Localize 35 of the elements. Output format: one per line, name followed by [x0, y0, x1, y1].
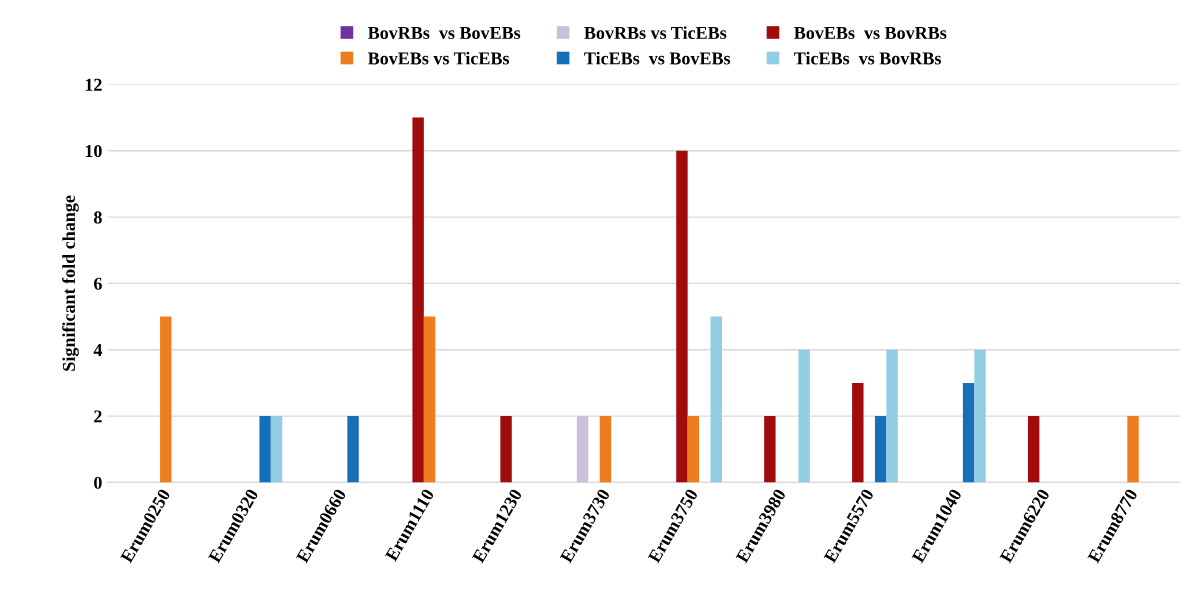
bar [412, 117, 424, 483]
legend-label: BovEBs vs BovRBs [794, 26, 947, 39]
bar [347, 416, 359, 483]
bar [599, 416, 612, 483]
bar [676, 150, 688, 483]
bar [974, 349, 986, 483]
legend-label: BovEBs vs TicEBs [367, 51, 510, 65]
y-axis-title: Significant fold change [62, 195, 79, 371]
bar [1027, 416, 1040, 483]
bar [852, 382, 864, 483]
y-tick-label: 2 [94, 410, 102, 423]
bar [1127, 416, 1139, 483]
y-tick-label: 8 [93, 211, 102, 224]
legend-label: BovRBs vs TicEBs [584, 26, 727, 39]
legend-label: TicEBs vs BovEBs [584, 51, 731, 65]
bar [576, 416, 589, 483]
y-tick-label: 4 [93, 344, 103, 356]
bar [798, 349, 810, 483]
bar [160, 316, 172, 483]
y-tick-label: 0 [94, 476, 102, 489]
legend-label: TicEBs vs BovRBs [794, 51, 941, 65]
bar [500, 416, 512, 483]
bar [259, 416, 271, 483]
bar [886, 349, 898, 483]
bar [687, 416, 700, 483]
legend-label: BovRBs vs BovEBs [367, 26, 521, 39]
y-tick-label: 12 [85, 78, 102, 91]
bar [710, 316, 722, 483]
y-tick-label: 10 [85, 145, 102, 158]
bar [764, 416, 776, 483]
bar [874, 416, 887, 483]
bar [423, 316, 436, 483]
bar [270, 416, 283, 483]
y-tick-label: 6 [94, 277, 102, 290]
bar [962, 382, 975, 483]
